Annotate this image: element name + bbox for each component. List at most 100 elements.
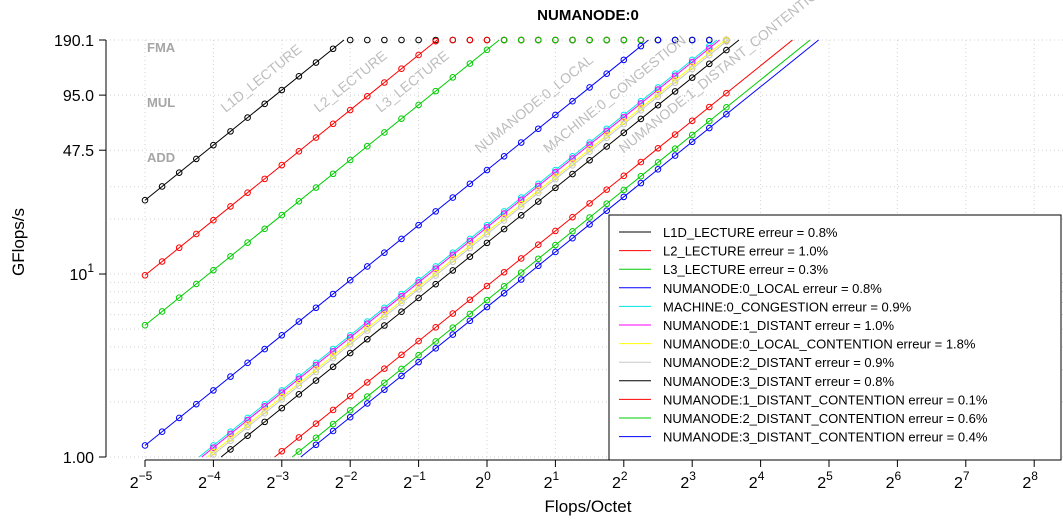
data-point	[415, 358, 422, 366]
x-tick-label: 20	[475, 469, 491, 492]
data-point	[175, 294, 183, 301]
data-point	[603, 134, 611, 142]
data-point	[586, 221, 593, 228]
legend-entry: NUMANODE:2_DISTANT erreur = 0.9%	[663, 355, 894, 370]
data-point	[295, 434, 303, 441]
data-point	[329, 347, 337, 355]
data-point	[688, 131, 696, 139]
data-point	[278, 404, 286, 412]
x-tick-label: 27	[954, 469, 970, 492]
data-point	[261, 418, 269, 426]
data-point	[346, 106, 354, 114]
data-point	[141, 321, 149, 329]
series-group	[291, 39, 811, 458]
data-point	[620, 129, 628, 137]
data-point	[654, 36, 662, 44]
data-point	[346, 349, 354, 357]
data-point	[329, 363, 337, 371]
series-line	[144, 39, 500, 326]
data-point	[535, 125, 542, 133]
data-point	[398, 299, 405, 307]
data-point	[295, 382, 303, 390]
data-point	[261, 403, 269, 410]
legend-entry: L1D_LECTURE erreur = 0.8%	[663, 225, 838, 240]
data-point	[552, 111, 559, 119]
data-point	[706, 51, 713, 59]
x-tick-label: 24	[749, 469, 765, 492]
data-point	[415, 101, 422, 109]
data-point	[432, 345, 440, 352]
x-tick-label: 2−2	[335, 469, 358, 492]
roof-label: ADD	[147, 150, 175, 165]
x-tick-label: 2−3	[267, 469, 290, 492]
data-point	[723, 104, 730, 111]
data-point	[603, 127, 611, 135]
data-point	[158, 183, 166, 190]
data-point	[569, 227, 576, 235]
data-point	[586, 200, 593, 207]
data-point	[483, 230, 491, 238]
data-point	[364, 393, 371, 400]
data-point	[466, 310, 474, 318]
data-point	[227, 373, 234, 380]
data-point	[654, 159, 662, 166]
roof-labels: FMA MUL ADD	[147, 40, 176, 165]
data-point	[466, 253, 474, 260]
data-point	[620, 186, 628, 194]
data-point	[706, 45, 713, 52]
data-point	[312, 134, 320, 141]
data-point	[398, 292, 405, 300]
data-point	[193, 280, 200, 288]
data-point	[449, 331, 457, 338]
data-point	[637, 100, 645, 107]
data-point	[500, 225, 508, 233]
data-point	[637, 106, 645, 114]
data-point	[552, 184, 559, 192]
legend: L1D_LECTURE erreur = 0.8% L2_LECTURE erre…	[608, 214, 1062, 461]
data-point	[261, 100, 269, 108]
data-point	[449, 324, 457, 331]
y-tick-label: 1.00	[63, 450, 94, 467]
data-point	[449, 74, 457, 81]
data-point	[723, 89, 730, 97]
data-point	[193, 400, 200, 408]
x-tick-label: 26	[886, 469, 902, 492]
data-point	[432, 87, 440, 95]
x-tick-label: 21	[544, 469, 560, 492]
data-point	[381, 79, 388, 86]
data-point	[706, 124, 713, 132]
data-point	[278, 447, 286, 455]
data-point	[569, 155, 576, 162]
x-tick-label: 28	[1022, 469, 1038, 492]
data-point	[466, 317, 474, 325]
y-tick-label: 101	[70, 261, 95, 284]
legend-entry: NUMANODE:3_DISTANT_CONTENTION erreur = 0…	[663, 430, 988, 445]
data-point	[569, 170, 576, 178]
data-point	[620, 113, 628, 121]
data-point	[244, 359, 251, 367]
data-point	[346, 36, 354, 44]
data-point	[552, 241, 559, 249]
data-point	[637, 36, 645, 44]
data-point	[415, 279, 422, 286]
data-point	[398, 235, 405, 243]
series-group	[201, 36, 730, 458]
data-point	[312, 368, 320, 376]
data-point	[688, 117, 696, 125]
data-point	[706, 60, 713, 68]
data-point	[671, 88, 679, 95]
data-point	[500, 283, 508, 290]
data-point	[552, 248, 559, 256]
data-point	[329, 420, 337, 428]
data-point	[295, 448, 303, 455]
data-point	[312, 184, 320, 191]
data-point	[329, 120, 337, 128]
data-point	[312, 420, 320, 428]
data-point	[586, 36, 593, 44]
data-point	[671, 131, 679, 138]
data-point	[637, 172, 645, 180]
data-point	[500, 217, 508, 224]
data-point	[483, 303, 491, 311]
data-point	[517, 196, 525, 204]
data-point	[210, 266, 217, 274]
